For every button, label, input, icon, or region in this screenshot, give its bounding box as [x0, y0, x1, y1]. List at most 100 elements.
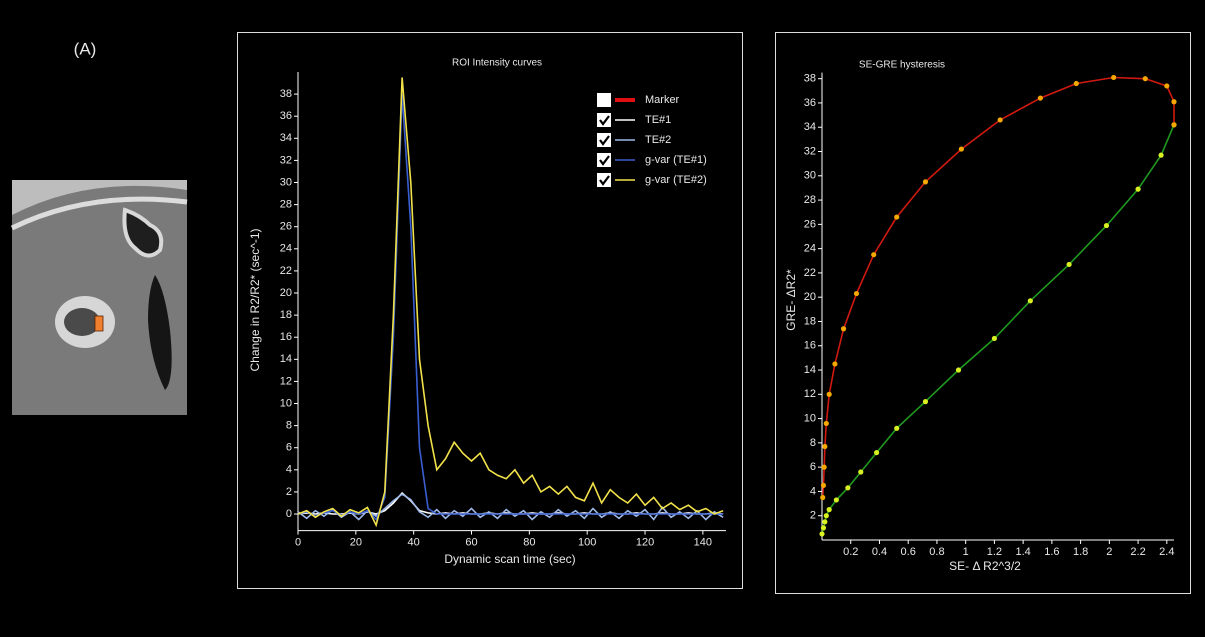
chart-panel	[776, 33, 1191, 594]
point	[819, 531, 824, 536]
legend-label: g-var (TE#1)	[645, 154, 707, 166]
point	[1143, 76, 1148, 81]
y-tick-label: 20	[804, 291, 816, 303]
y-tick-label: 36	[280, 110, 292, 122]
y-tick-label: 2	[286, 486, 292, 498]
x-tick-label: 1	[963, 546, 969, 558]
y-tick-label: 34	[804, 121, 816, 133]
point	[923, 179, 928, 184]
point	[894, 214, 899, 219]
legend-checkbox[interactable]	[597, 153, 611, 167]
y-tick-label: 30	[804, 170, 816, 182]
point	[854, 291, 859, 296]
point	[1067, 262, 1072, 267]
x-tick-label: 1.6	[1044, 546, 1059, 558]
point	[1028, 298, 1033, 303]
point	[822, 519, 827, 524]
legend-checkbox[interactable]	[597, 173, 611, 187]
y-axis-label: Change in R2/R2* (sec^-1)	[248, 228, 262, 371]
x-tick-label: 140	[694, 537, 712, 549]
x-axis-label: Dynamic scan time (sec)	[444, 552, 575, 566]
y-tick-label: 4	[286, 464, 292, 476]
y-tick-label: 28	[804, 194, 816, 206]
point	[824, 513, 829, 518]
y-tick-label: 30	[280, 176, 292, 188]
point	[1135, 187, 1140, 192]
y-tick-label: 22	[804, 267, 816, 279]
legend-checkbox[interactable]	[597, 113, 611, 127]
y-tick-label: 36	[804, 97, 816, 109]
x-tick-label: 100	[578, 537, 596, 549]
point	[841, 326, 846, 331]
point	[1158, 153, 1163, 158]
point	[871, 252, 876, 257]
y-tick-label: 26	[280, 221, 292, 233]
y-tick-label: 28	[280, 199, 292, 211]
mri-core	[64, 308, 100, 336]
point	[824, 421, 829, 426]
y-tick-label: 34	[280, 132, 292, 144]
y-tick-label: 38	[804, 73, 816, 85]
y-tick-label: 10	[280, 397, 292, 409]
y-tick-label: 20	[280, 287, 292, 299]
legend-checkbox[interactable]	[597, 133, 611, 147]
point	[821, 483, 826, 488]
point	[1104, 223, 1109, 228]
y-tick-label: 12	[804, 388, 816, 400]
point	[894, 426, 899, 431]
y-tick-label: 22	[280, 265, 292, 277]
point	[845, 485, 850, 490]
y-tick-label: 14	[280, 353, 292, 365]
y-tick-label: 6	[286, 442, 292, 454]
legend-checkbox[interactable]	[597, 93, 611, 107]
point	[874, 450, 879, 455]
point	[822, 465, 827, 470]
y-tick-label: 4	[810, 485, 816, 497]
x-tick-label: 0.6	[901, 546, 916, 558]
x-tick-label: 2.4	[1159, 546, 1174, 558]
y-tick-label: 24	[280, 243, 292, 255]
y-tick-label: 38	[280, 88, 292, 100]
y-tick-label: 18	[804, 315, 816, 327]
x-tick-label: 0.8	[929, 546, 944, 558]
legend-label: TE#1	[645, 114, 671, 126]
legend-label: TE#2	[645, 134, 671, 146]
point	[923, 399, 928, 404]
legend-label: Marker	[645, 94, 680, 106]
y-tick-label: 24	[804, 243, 816, 255]
point	[992, 336, 997, 341]
chart-title: ROI Intensity curves	[452, 58, 542, 69]
x-tick-label: 60	[465, 537, 477, 549]
point	[956, 367, 961, 372]
y-tick-label: 32	[280, 154, 292, 166]
point	[1111, 75, 1116, 80]
y-axis-label: GRE- ΔR2*	[784, 269, 798, 331]
point	[1074, 81, 1079, 86]
x-tick-label: 2	[1106, 546, 1112, 558]
x-tick-label: 80	[523, 537, 535, 549]
mri-image	[12, 180, 187, 415]
y-tick-label: 8	[810, 437, 816, 449]
point	[822, 444, 827, 449]
x-tick-label: 2.2	[1130, 546, 1145, 558]
point	[959, 146, 964, 151]
chart-title: SE-GRE hysteresis	[859, 60, 945, 71]
legend-label: g-var (TE#2)	[645, 174, 707, 186]
point	[1171, 122, 1176, 127]
x-tick-label: 120	[636, 537, 654, 549]
x-tick-label: 0	[295, 537, 301, 549]
point	[834, 497, 839, 502]
y-tick-label: 12	[280, 375, 292, 387]
point	[1038, 95, 1043, 100]
y-tick-label: 14	[804, 364, 816, 376]
y-tick-label: 10	[804, 413, 816, 425]
y-tick-label: 26	[804, 218, 816, 230]
point	[820, 495, 825, 500]
roi-marker	[95, 316, 103, 331]
x-tick-label: 0.2	[843, 546, 858, 558]
point	[858, 469, 863, 474]
x-tick-label: 1.8	[1073, 546, 1088, 558]
x-tick-label: 20	[350, 537, 362, 549]
point	[827, 392, 832, 397]
y-tick-label: 0	[286, 508, 292, 520]
